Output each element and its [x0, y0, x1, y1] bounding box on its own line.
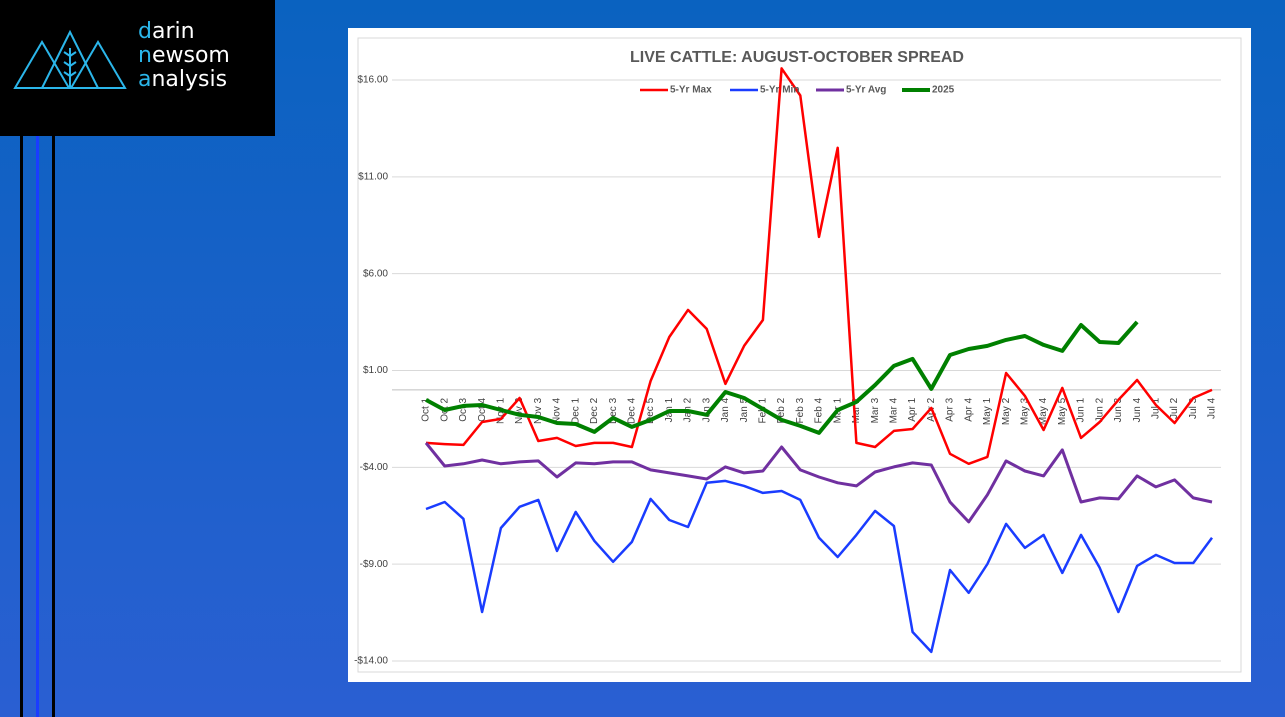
x-tick-label: Nov 4	[552, 397, 563, 424]
x-tick-label: Nov 2	[514, 397, 525, 424]
series-line	[425, 67, 1213, 466]
logo-line: analysis	[138, 68, 230, 92]
x-tick-label: Feb 2	[776, 397, 787, 423]
legend-label: 2025	[932, 85, 955, 96]
x-tick-label: Dec 5	[645, 397, 656, 424]
chart: LIVE CATTLE: AUGUST-OCTOBER SPREAD -$14.…	[354, 37, 1242, 673]
logo: darin newsom analysis	[0, 0, 275, 136]
x-tick-label: Apr 3	[945, 397, 956, 421]
x-tick-label: Jun 3	[1113, 397, 1124, 422]
y-tick-label: $11.00	[358, 171, 388, 182]
x-tick-label: Dec 2	[589, 397, 600, 424]
legend: 5-Yr Max 5-Yr Min 5-Yr Avg 2025	[640, 85, 955, 96]
x-tick-label: Oct 3	[458, 397, 469, 421]
logo-initial: n	[138, 43, 152, 68]
plot-border	[357, 37, 1242, 673]
series-line	[425, 320, 1139, 435]
x-tick-label: Mar 3	[870, 397, 881, 423]
x-tick-label: Jun 1	[1076, 397, 1087, 422]
x-tick-label: May 4	[1038, 397, 1049, 425]
legend-label: 5-Yr Max	[670, 85, 712, 96]
logo-rest: nalysis	[151, 67, 228, 92]
x-tick-label: Jun 2	[1094, 397, 1105, 422]
logo-rest: ewsom	[151, 43, 230, 68]
series-line	[425, 479, 1214, 654]
x-tick-label: Jan 5	[739, 397, 750, 422]
y-tick-label: $16.00	[357, 75, 388, 86]
x-tick-label: May 1	[982, 397, 993, 425]
x-tick-label: Feb 3	[795, 397, 806, 423]
y-tick-label: -$4.00	[360, 462, 389, 473]
logo-line: newsom	[138, 44, 230, 68]
chart-title: LIVE CATTLE: AUGUST-OCTOBER SPREAD	[630, 49, 964, 66]
x-tick-label: Mar 2	[851, 397, 862, 423]
x-tick-label: Dec 1	[570, 397, 581, 424]
x-tick-label: Oct 4	[477, 397, 488, 421]
x-tick-label: Jul 3	[1188, 397, 1199, 419]
chart-panel: LIVE CATTLE: AUGUST-OCTOBER SPREAD -$14.…	[348, 28, 1251, 682]
series-line	[424, 441, 1213, 524]
decor-line	[52, 136, 55, 717]
y-tick-label: $1.00	[363, 365, 388, 376]
x-tick-label: May 3	[1019, 397, 1030, 425]
decor-line	[36, 136, 39, 717]
x-tick-label: Mar 4	[888, 397, 899, 423]
x-tick-label: Jul 2	[1169, 397, 1180, 419]
x-tick-label: Dec 3	[608, 397, 619, 424]
y-tick-label: $6.00	[363, 268, 388, 279]
x-tick-label: Jan 4	[720, 397, 731, 422]
x-tick-label: Apr 4	[963, 397, 974, 421]
x-tick-label: Apr 1	[907, 397, 918, 421]
logo-initial: d	[138, 19, 152, 44]
x-tick-label: Jan 3	[701, 397, 712, 422]
logo-text: darin newsom analysis	[138, 20, 230, 92]
x-tick-label: Jul 4	[1207, 397, 1218, 419]
x-tick-label: Dec 4	[626, 397, 637, 424]
y-tick-label: -$14.00	[354, 656, 388, 667]
legend-label: 5-Yr Avg	[846, 85, 886, 96]
logo-mark	[13, 29, 127, 89]
y-tick-label: -$9.00	[360, 559, 389, 570]
logo-line: darin	[138, 20, 230, 44]
x-tick-label: Jul 1	[1150, 397, 1161, 419]
x-tick-label: May 5	[1057, 397, 1068, 425]
x-tick-label: Jun 4	[1132, 397, 1143, 422]
legend-label: 5-Yr Min	[760, 85, 799, 96]
logo-rest: arin	[151, 19, 195, 44]
x-tick-label: Nov 3	[533, 397, 544, 424]
x-tick-label: May 2	[1001, 397, 1012, 425]
x-tick-label: Oct 1	[421, 397, 432, 421]
decor-line	[20, 136, 23, 717]
x-tick-label: Feb 4	[814, 397, 825, 423]
logo-initial: a	[138, 67, 152, 92]
